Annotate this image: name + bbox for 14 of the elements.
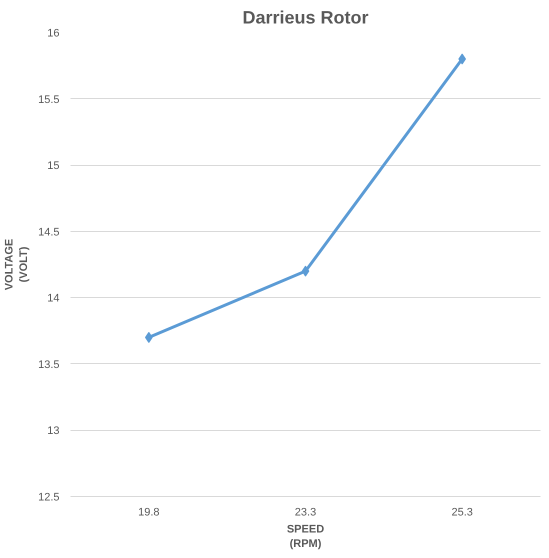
y-tick-label: 13: [47, 425, 60, 438]
y-tick-label: 16: [47, 28, 60, 40]
x-axis-title: SPEED (RPM): [286, 524, 324, 550]
y-tick-label: 15: [47, 160, 60, 172]
x-tick-label: 23.3: [294, 506, 316, 518]
y-tick-label: 14.5: [38, 226, 60, 238]
y-tick-label: 15.5: [38, 94, 60, 106]
x-tick-label: 25.3: [451, 506, 473, 518]
chart-title: Darrieus Rotor: [242, 8, 369, 28]
y-tick-label: 14: [47, 292, 60, 305]
y-tick-label: 12.5: [38, 492, 60, 504]
y-axis-title: VOLTAGE (VOLT): [4, 238, 30, 290]
x-tick-label: 19.8: [138, 506, 160, 518]
y-tick-label: 13.5: [38, 358, 60, 371]
